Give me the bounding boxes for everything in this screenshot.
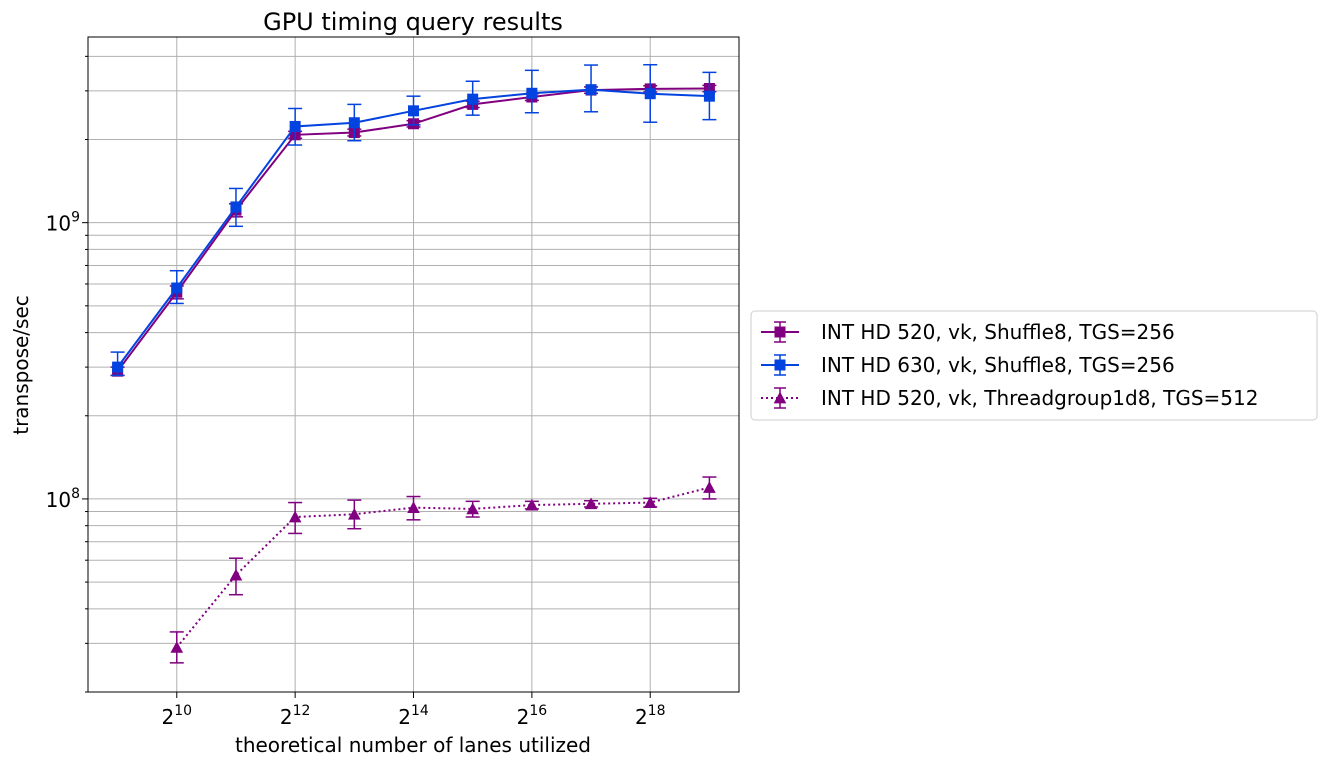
data-point xyxy=(466,502,480,515)
legend-entry: INT HD 520, vk, Threadgroup1d8, TGS=512 xyxy=(761,386,1258,410)
data-point xyxy=(348,117,360,129)
legend-label: INT HD 520, vk, Shuffle8, TGS=256 xyxy=(821,320,1175,344)
y-tick-label: 109 xyxy=(46,210,80,236)
data-point xyxy=(171,282,183,294)
x-tick-label: 210 xyxy=(161,703,192,729)
legend-entry: INT HD 630, vk, Shuffle8, TGS=256 xyxy=(761,353,1175,377)
data-point xyxy=(407,501,420,513)
data-point xyxy=(525,498,539,511)
legend-entry: INT HD 520, vk, Shuffle8, TGS=256 xyxy=(761,320,1175,344)
y-axis-label: transpose/sec xyxy=(9,295,33,435)
axis-ticks: 210 212 214 216 218 108 109 xyxy=(46,55,666,729)
data-point xyxy=(288,510,302,523)
legend-marker xyxy=(773,391,787,404)
data-point xyxy=(703,90,715,102)
data-point xyxy=(644,88,656,100)
series-3 xyxy=(169,476,717,664)
data-point xyxy=(643,496,657,508)
chart-title: GPU timing query results xyxy=(263,8,563,36)
grid xyxy=(88,37,739,693)
data-point xyxy=(289,120,301,132)
y-tick-label: 108 xyxy=(46,486,80,512)
x-axis-label: theoretical number of lanes utilized xyxy=(235,733,591,757)
legend-marker xyxy=(774,326,786,338)
x-tick-label: 214 xyxy=(398,703,429,729)
data-point xyxy=(229,568,243,581)
series-2 xyxy=(110,63,717,377)
data-point xyxy=(170,641,184,653)
data-point xyxy=(584,497,598,510)
data-point xyxy=(112,361,124,373)
legend-box xyxy=(750,310,1318,421)
x-tick-label: 212 xyxy=(280,703,311,729)
data-point xyxy=(703,481,716,493)
series-layer xyxy=(110,63,717,664)
x-tick-label: 218 xyxy=(635,703,666,729)
data-point xyxy=(347,507,361,520)
x-tick-label: 216 xyxy=(517,703,548,729)
data-point xyxy=(585,84,597,96)
data-point xyxy=(526,87,538,99)
legend-label: INT HD 520, vk, Threadgroup1d8, TGS=512 xyxy=(821,386,1258,410)
data-point xyxy=(467,93,479,105)
legend-label: INT HD 630, vk, Shuffle8, TGS=256 xyxy=(821,353,1175,377)
data-point xyxy=(408,105,420,117)
legend-marker xyxy=(774,359,786,371)
legend: INT HD 520, vk, Shuffle8, TGS=256 INT HD … xyxy=(750,310,1318,421)
data-point xyxy=(230,201,242,213)
